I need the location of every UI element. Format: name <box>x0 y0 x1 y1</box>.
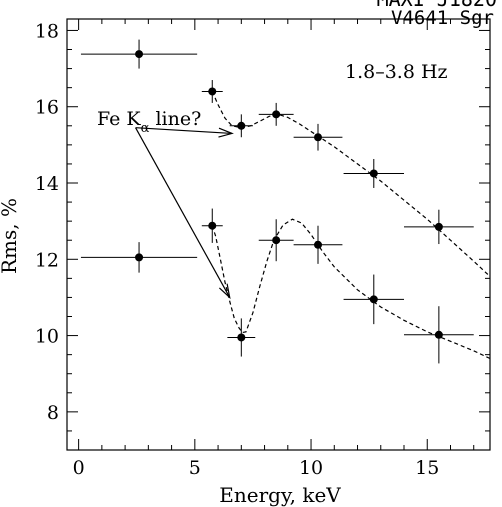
x-axis-label: Energy, keV <box>219 483 341 507</box>
data-point-series-1 <box>135 50 144 59</box>
y-axis-label: Rms, % <box>0 198 21 274</box>
data-point-series-1 <box>434 222 443 231</box>
axes-group <box>66 18 491 451</box>
data-point-series-1 <box>369 169 378 178</box>
fe-line-annotation: Fe Kα line? <box>97 108 201 136</box>
frequency-annotation: 1.8–3.8 Hz <box>345 61 448 83</box>
title-line-1: MAXI J1820 <box>377 0 497 11</box>
data-point-series-2 <box>369 295 378 304</box>
y-tick-label: 10 <box>35 326 59 348</box>
plot-frame <box>66 18 491 451</box>
data-point-series-2 <box>434 330 443 339</box>
data-point-series-2 <box>135 253 144 262</box>
data-point-series-2 <box>208 221 217 230</box>
y-tick-label: 14 <box>35 173 59 195</box>
data-point-series-2 <box>237 333 246 342</box>
data-point-series-1 <box>314 133 323 142</box>
model-curve-2 <box>211 218 491 360</box>
model-curve-1 <box>211 91 491 277</box>
y-tick-label: 12 <box>35 249 59 271</box>
arrow-line-2 <box>135 127 231 298</box>
y-tick-label: 18 <box>35 20 59 42</box>
annotation-arrows-group <box>135 127 234 300</box>
data-point-series-1 <box>272 110 281 119</box>
arrow-line-1 <box>135 127 233 135</box>
data-point-series-1 <box>208 87 217 96</box>
x-tick-label: 5 <box>189 457 201 479</box>
model-curves-group <box>211 91 491 360</box>
data-point-series-1 <box>237 121 246 130</box>
x-tick-label: 15 <box>415 457 439 479</box>
ticks-group: 0 5 10 15 8 10 12 14 16 18 <box>35 19 490 479</box>
title-line-2: V4641 Sgr <box>391 7 494 29</box>
x-tick-label: 10 <box>299 457 323 479</box>
data-point-series-2 <box>272 236 281 245</box>
fe-line-suffix: line? <box>149 108 201 130</box>
y-tick-label: 8 <box>47 402 59 424</box>
arrow-head-1 <box>218 127 234 138</box>
arrow-head-2 <box>218 283 231 300</box>
y-tick-label: 16 <box>35 97 59 119</box>
data-point-series-2 <box>314 240 323 249</box>
fe-line-subscript: α <box>141 121 150 136</box>
data-points-group <box>80 39 474 364</box>
fe-line-prefix: Fe K <box>97 108 141 130</box>
x-tick-label: 0 <box>73 457 85 479</box>
